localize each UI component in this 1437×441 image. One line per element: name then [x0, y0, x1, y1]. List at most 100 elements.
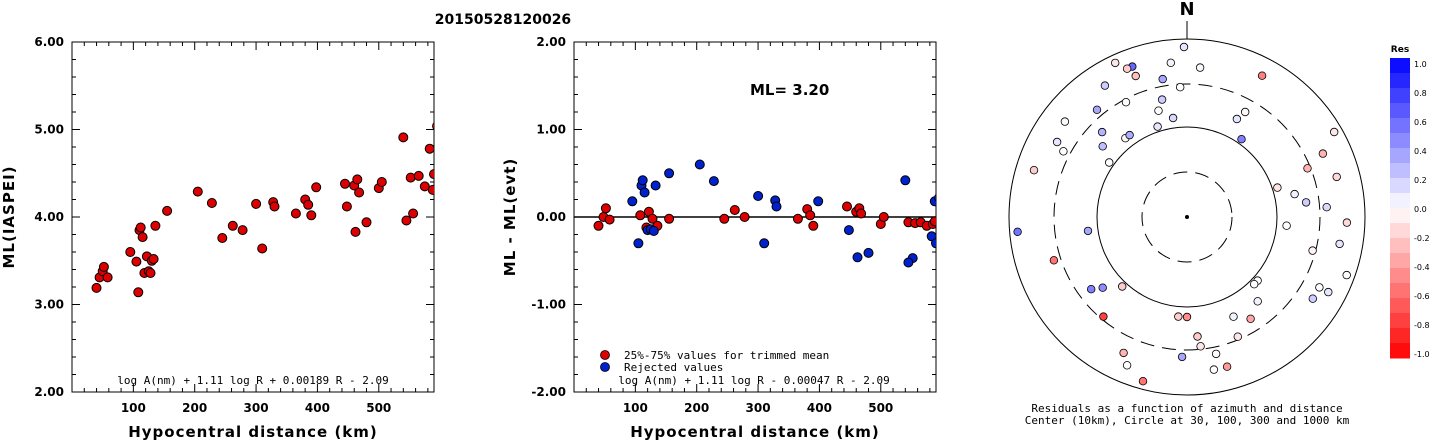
point-rejected [639, 187, 650, 198]
station-point [1083, 226, 1093, 236]
point-trimmed [217, 233, 228, 243]
y-axis-label: ML - ML(evt) [501, 158, 519, 276]
point-rejected [813, 196, 824, 207]
point-trimmed [311, 182, 322, 193]
colorbar-label: 0.8 [1414, 89, 1427, 98]
point-trimmed [135, 222, 146, 233]
circle-100km [1096, 126, 1278, 308]
colorbar-cell [1390, 313, 1410, 329]
station-point [1232, 114, 1242, 124]
station-point [1013, 227, 1022, 236]
formula-label: log A(nm) + 1.11 log R - 0.00047 R - 2.0… [618, 374, 890, 387]
x-axis: 100 200 300 400 500 [83, 42, 429, 415]
colorbar-cell [1390, 283, 1410, 299]
colorbar-cell [1390, 103, 1410, 119]
north-label: N [1179, 0, 1194, 20]
station-point [1342, 218, 1352, 227]
station-point [1329, 127, 1339, 137]
station-point [1332, 172, 1341, 182]
colorbar-cell [1390, 268, 1410, 284]
point-rejected [863, 247, 874, 258]
station-point [1308, 294, 1317, 303]
station-point [1308, 246, 1317, 255]
station-point [1092, 105, 1102, 114]
point-trimmed [192, 186, 203, 197]
colorbar-label: -1.0 [1414, 350, 1430, 359]
station-point [1110, 58, 1120, 68]
colorbar-cell [1390, 178, 1410, 194]
station-point [1246, 314, 1255, 323]
colorbar-cell [1390, 88, 1410, 104]
colorbar-cell [1390, 58, 1410, 74]
point-trimmed [808, 220, 819, 231]
point-rejected [753, 191, 764, 201]
station-point [1290, 189, 1299, 199]
station-point [1154, 106, 1163, 115]
colorbar-label: 0.6 [1414, 118, 1427, 127]
residual-azimuth-polar-chart: N Residuals as a function of azimuth and… [1008, 0, 1366, 427]
point-rejected [771, 201, 782, 212]
station-points [1013, 42, 1352, 386]
colorbar-label: -0.4 [1414, 263, 1430, 272]
station-point [1119, 348, 1128, 358]
station-point [1138, 377, 1148, 386]
point-trimmed [341, 201, 352, 212]
station-point [1122, 361, 1132, 370]
colorbar-label: -0.8 [1414, 321, 1430, 330]
station-point [1303, 164, 1312, 173]
colorbar-label: -0.2 [1414, 234, 1430, 243]
station-point [1100, 81, 1110, 90]
station-point [1195, 63, 1205, 72]
station-point [1315, 283, 1324, 292]
point-rejected [843, 225, 854, 236]
colorbar-label: -0.6 [1414, 292, 1430, 301]
station-point [1059, 147, 1068, 156]
station-point [1166, 58, 1175, 67]
point-trimmed [842, 201, 852, 212]
point-rejected [852, 252, 863, 263]
station-point [1196, 342, 1205, 351]
station-point [1168, 113, 1178, 123]
point-trimmed [604, 214, 615, 225]
station-point [1029, 165, 1039, 175]
colorbar: Res 1.0 0.8 0.6 0.4 0.2 0.0 -0.2 -0.4 -0.6 -0.8 -1… [1390, 45, 1430, 359]
point-rejected [664, 168, 675, 179]
station-point [1117, 282, 1127, 291]
point-trimmed [350, 226, 361, 237]
point-trimmed [427, 184, 434, 195]
figure-title: 20150528120026 [435, 12, 571, 28]
legend-marker-trimmed [600, 350, 610, 360]
y-tick-label: 0.00 [536, 210, 566, 224]
colorbar-label: 0.2 [1414, 176, 1427, 185]
caption-line2: Center (10km), Circle at 30, 100, 300 an… [1025, 414, 1350, 427]
station-point [1282, 221, 1291, 230]
y-axis: 2.00 3.00 4.00 5.00 6.00 [34, 35, 434, 399]
x-tick-label: 500 [366, 401, 391, 415]
station-point [1157, 95, 1167, 104]
station-point [1193, 332, 1202, 341]
station-point [1097, 127, 1107, 137]
x-tick-label: 100 [623, 401, 648, 415]
point-trimmed [729, 205, 740, 215]
station-point [1240, 107, 1250, 117]
station-point [1237, 134, 1246, 144]
point-trimmed [340, 178, 350, 189]
station-point [1052, 137, 1062, 147]
station-point [1335, 239, 1344, 249]
x-tick-label: 200 [684, 401, 709, 415]
point-trimmed [856, 208, 867, 219]
x-axis-label: Hypocentral distance (km) [128, 423, 378, 441]
x-tick-label: 300 [746, 401, 771, 415]
colorbar-cell [1390, 148, 1410, 164]
point-trimmed [600, 203, 611, 214]
point-trimmed [162, 205, 173, 216]
point-rejected [759, 238, 770, 249]
point-trimmed [635, 210, 646, 221]
caption-line1: Residuals as a function of azimuth and d… [1031, 402, 1342, 415]
colorbar-cell [1390, 193, 1410, 209]
formula-label: log A(nm) + 1.11 log R + 0.00189 R - 2.0… [117, 374, 389, 387]
colorbar-cell [1390, 238, 1410, 254]
point-trimmed [878, 212, 889, 222]
x-tick-label: 400 [807, 401, 832, 415]
legend: 25%-75% values for trimmed mean Rejected… [600, 349, 829, 374]
